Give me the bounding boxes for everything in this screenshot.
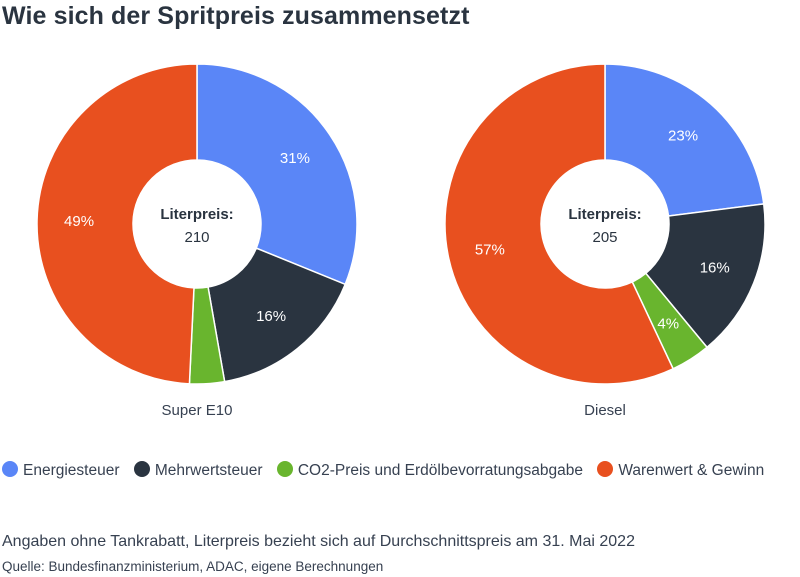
donut-diesel-name: Diesel (584, 402, 626, 419)
donut-diesel-hole (541, 160, 669, 288)
donut-diesel-center-label: Literpreis: (568, 206, 641, 223)
legend-item-co2[interactable]: CO2-Preis und Erdölbevorratungsabgabe (276, 461, 584, 479)
donut-super-e10-center-value: 210 (184, 229, 209, 246)
legend-label-mehrwertsteuer: Mehrwertsteuer (154, 462, 263, 479)
legend-swatch-warenwert (597, 461, 614, 477)
donut-charts: 31% 16% 49% Literpreis: 210 Super E10 23% 1… (36, 63, 766, 419)
legend-swatch-energiesteuer (2, 461, 18, 477)
donut-super-e10-center-label: Literpreis: (160, 206, 233, 223)
footnote: Angaben ohne Tankrabatt, Literpreis bezi… (2, 533, 635, 550)
donut-diesel-data-label-co2: 4% (657, 316, 679, 333)
donut-diesel-data-label-energiesteuer: 23% (668, 127, 698, 144)
legend-label-energiesteuer: Energiesteuer (23, 462, 120, 479)
donut-diesel-data-label-mehrwertsteuer: 16% (700, 259, 730, 276)
donut-super-e10-name: Super E10 (162, 402, 233, 419)
donut-super-e10-data-label-mehrwertsteuer: 16% (256, 308, 286, 325)
source-note: Quelle: Bundesfinanzministerium, ADAC, e… (2, 559, 384, 574)
donut-super-e10: 31% 16% 49% Literpreis: 210 Super E10 (36, 63, 358, 419)
legend-swatch-co2 (276, 461, 293, 477)
donut-super-e10-slices (36, 63, 358, 385)
donut-super-e10-hole (133, 160, 261, 288)
donut-diesel-slices (444, 63, 766, 385)
legend-item-mehrwertsteuer[interactable]: Mehrwertsteuer (133, 461, 263, 479)
donut-diesel: 23% 16% 4% 57% Literpreis: 205 Diesel (444, 63, 766, 419)
donut-super-e10-data-label-warenwert: 49% (64, 213, 94, 230)
donut-diesel-labels: 23% 16% 4% 57% (475, 127, 730, 332)
legend-label-co2: CO2-Preis und Erdölbevorratungsabgabe (297, 462, 584, 479)
donut-diesel-data-label-warenwert: 57% (475, 242, 505, 259)
legend-swatch-mehrwertsteuer (133, 461, 150, 477)
donut-super-e10-labels: 31% 16% 49% (64, 150, 310, 325)
legend-item-energiesteuer[interactable]: Energiesteuer (2, 461, 120, 479)
donut-super-e10-data-label-energiesteuer: 31% (280, 150, 310, 167)
legend: Energiesteuer Mehrwertsteuer CO2-Preis u… (2, 459, 792, 483)
legend-label-warenwert: Warenwert & Gewinn (618, 462, 765, 479)
page-title: Wie sich der Spritpreis zusammensetzt (2, 2, 470, 30)
legend-item-warenwert[interactable]: Warenwert & Gewinn (597, 461, 765, 479)
donut-diesel-center-value: 205 (592, 229, 617, 246)
